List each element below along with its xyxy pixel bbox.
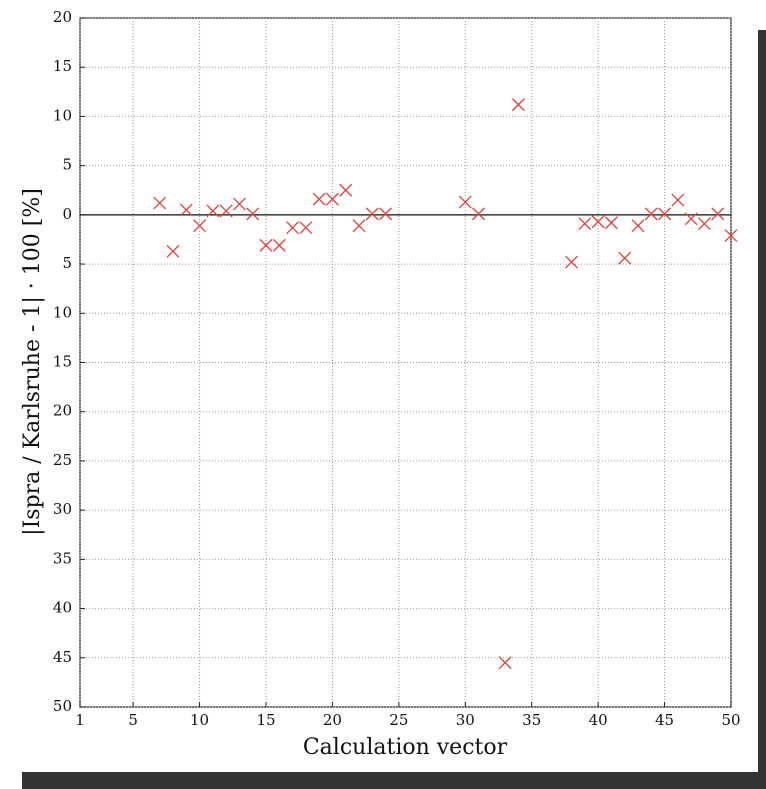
marker — [312, 192, 326, 206]
y-tick-label: 5 — [62, 254, 72, 272]
x-tick-label: 50 — [721, 711, 740, 729]
marker — [232, 197, 246, 211]
x-axis-title: Calculation vector — [303, 735, 508, 760]
x-tick-label: 15 — [256, 711, 275, 729]
x-tick-label: 40 — [589, 711, 608, 729]
y-tick-label: 5 — [62, 156, 72, 174]
marker — [286, 221, 300, 235]
marker — [166, 244, 180, 258]
marker — [684, 212, 698, 226]
marker — [352, 219, 366, 233]
marker — [511, 98, 525, 112]
marker — [671, 193, 685, 207]
marker — [591, 215, 605, 229]
marker — [697, 217, 711, 231]
y-tick-label: 20 — [53, 402, 72, 420]
frame-shadow — [758, 30, 766, 775]
y-tick-label: 0 — [62, 205, 72, 223]
y-tick-label: 40 — [53, 599, 72, 617]
x-tick-label: 1 — [75, 711, 85, 729]
x-tick-label: 45 — [655, 711, 674, 729]
marker — [379, 207, 393, 221]
marker — [618, 251, 632, 265]
y-tick-label: 50 — [53, 697, 72, 715]
x-tick-label: 10 — [190, 711, 209, 729]
y-tick-label: 45 — [53, 648, 72, 666]
marker — [711, 207, 725, 221]
y-tick-label: 25 — [53, 451, 72, 469]
marker — [219, 204, 233, 218]
marker — [472, 207, 486, 221]
marker — [153, 196, 167, 210]
marker — [565, 255, 579, 269]
marker — [179, 203, 193, 217]
marker — [206, 204, 220, 218]
marker — [246, 207, 260, 221]
y-tick-label: 10 — [53, 106, 72, 124]
y-tick-label: 20 — [53, 8, 72, 26]
marker — [272, 238, 286, 252]
marker — [644, 207, 658, 221]
y-tick-label: 35 — [53, 549, 72, 567]
marker — [724, 229, 738, 242]
y-tick-label: 10 — [53, 303, 72, 321]
marker — [299, 221, 313, 235]
frame-shadow — [22, 772, 766, 789]
marker — [578, 217, 592, 231]
x-tick-label: 30 — [456, 711, 475, 729]
y-axis-title: |Ispra / Karlsruhe - 1| · 100 [%] — [20, 188, 45, 536]
y-tick-label: 30 — [53, 500, 72, 518]
marker — [365, 207, 379, 221]
plot-area — [79, 17, 732, 708]
marker — [631, 219, 645, 233]
y-tick-label: 15 — [53, 353, 72, 371]
x-tick-label: 35 — [522, 711, 541, 729]
x-tick-label: 20 — [323, 711, 342, 729]
marker — [259, 238, 273, 252]
y-tick-label: 15 — [53, 57, 72, 75]
marker — [339, 183, 353, 197]
marker — [325, 192, 339, 206]
marker — [604, 216, 618, 230]
x-tick-label: 25 — [389, 711, 408, 729]
marker — [498, 656, 512, 670]
marker — [658, 207, 672, 221]
marker — [458, 195, 472, 209]
x-tick-label: 5 — [128, 711, 138, 729]
marker — [193, 219, 207, 233]
